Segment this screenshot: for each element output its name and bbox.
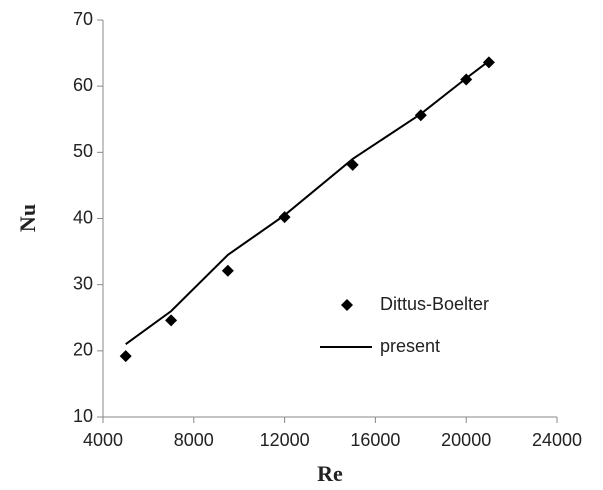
marker [221, 264, 234, 277]
y-tick-label: 20 [73, 340, 93, 360]
marker [346, 158, 359, 171]
series-line [125, 60, 490, 346]
y-tick-label: 40 [73, 207, 93, 227]
marker [278, 211, 291, 224]
x-tick-label: 16000 [350, 430, 400, 450]
x-axis-title: Re [317, 461, 343, 486]
legend-label: present [380, 336, 440, 356]
legend-label: Dittus-Boelter [380, 294, 489, 314]
marker [165, 314, 178, 327]
marker [482, 56, 495, 69]
marker [119, 350, 132, 363]
y-tick-label: 50 [73, 141, 93, 161]
x-tick-label: 8000 [174, 430, 214, 450]
y-tick-label: 30 [73, 273, 93, 293]
y-tick-label: 60 [73, 75, 93, 95]
y-tick-label: 10 [73, 406, 93, 426]
legend-marker [341, 299, 353, 311]
y-tick-label: 70 [73, 9, 93, 29]
x-tick-label: 4000 [83, 430, 123, 450]
x-tick-label: 24000 [532, 430, 582, 450]
y-axis-title: Nu [15, 204, 40, 232]
x-tick-label: 20000 [441, 430, 491, 450]
x-tick-label: 12000 [260, 430, 310, 450]
